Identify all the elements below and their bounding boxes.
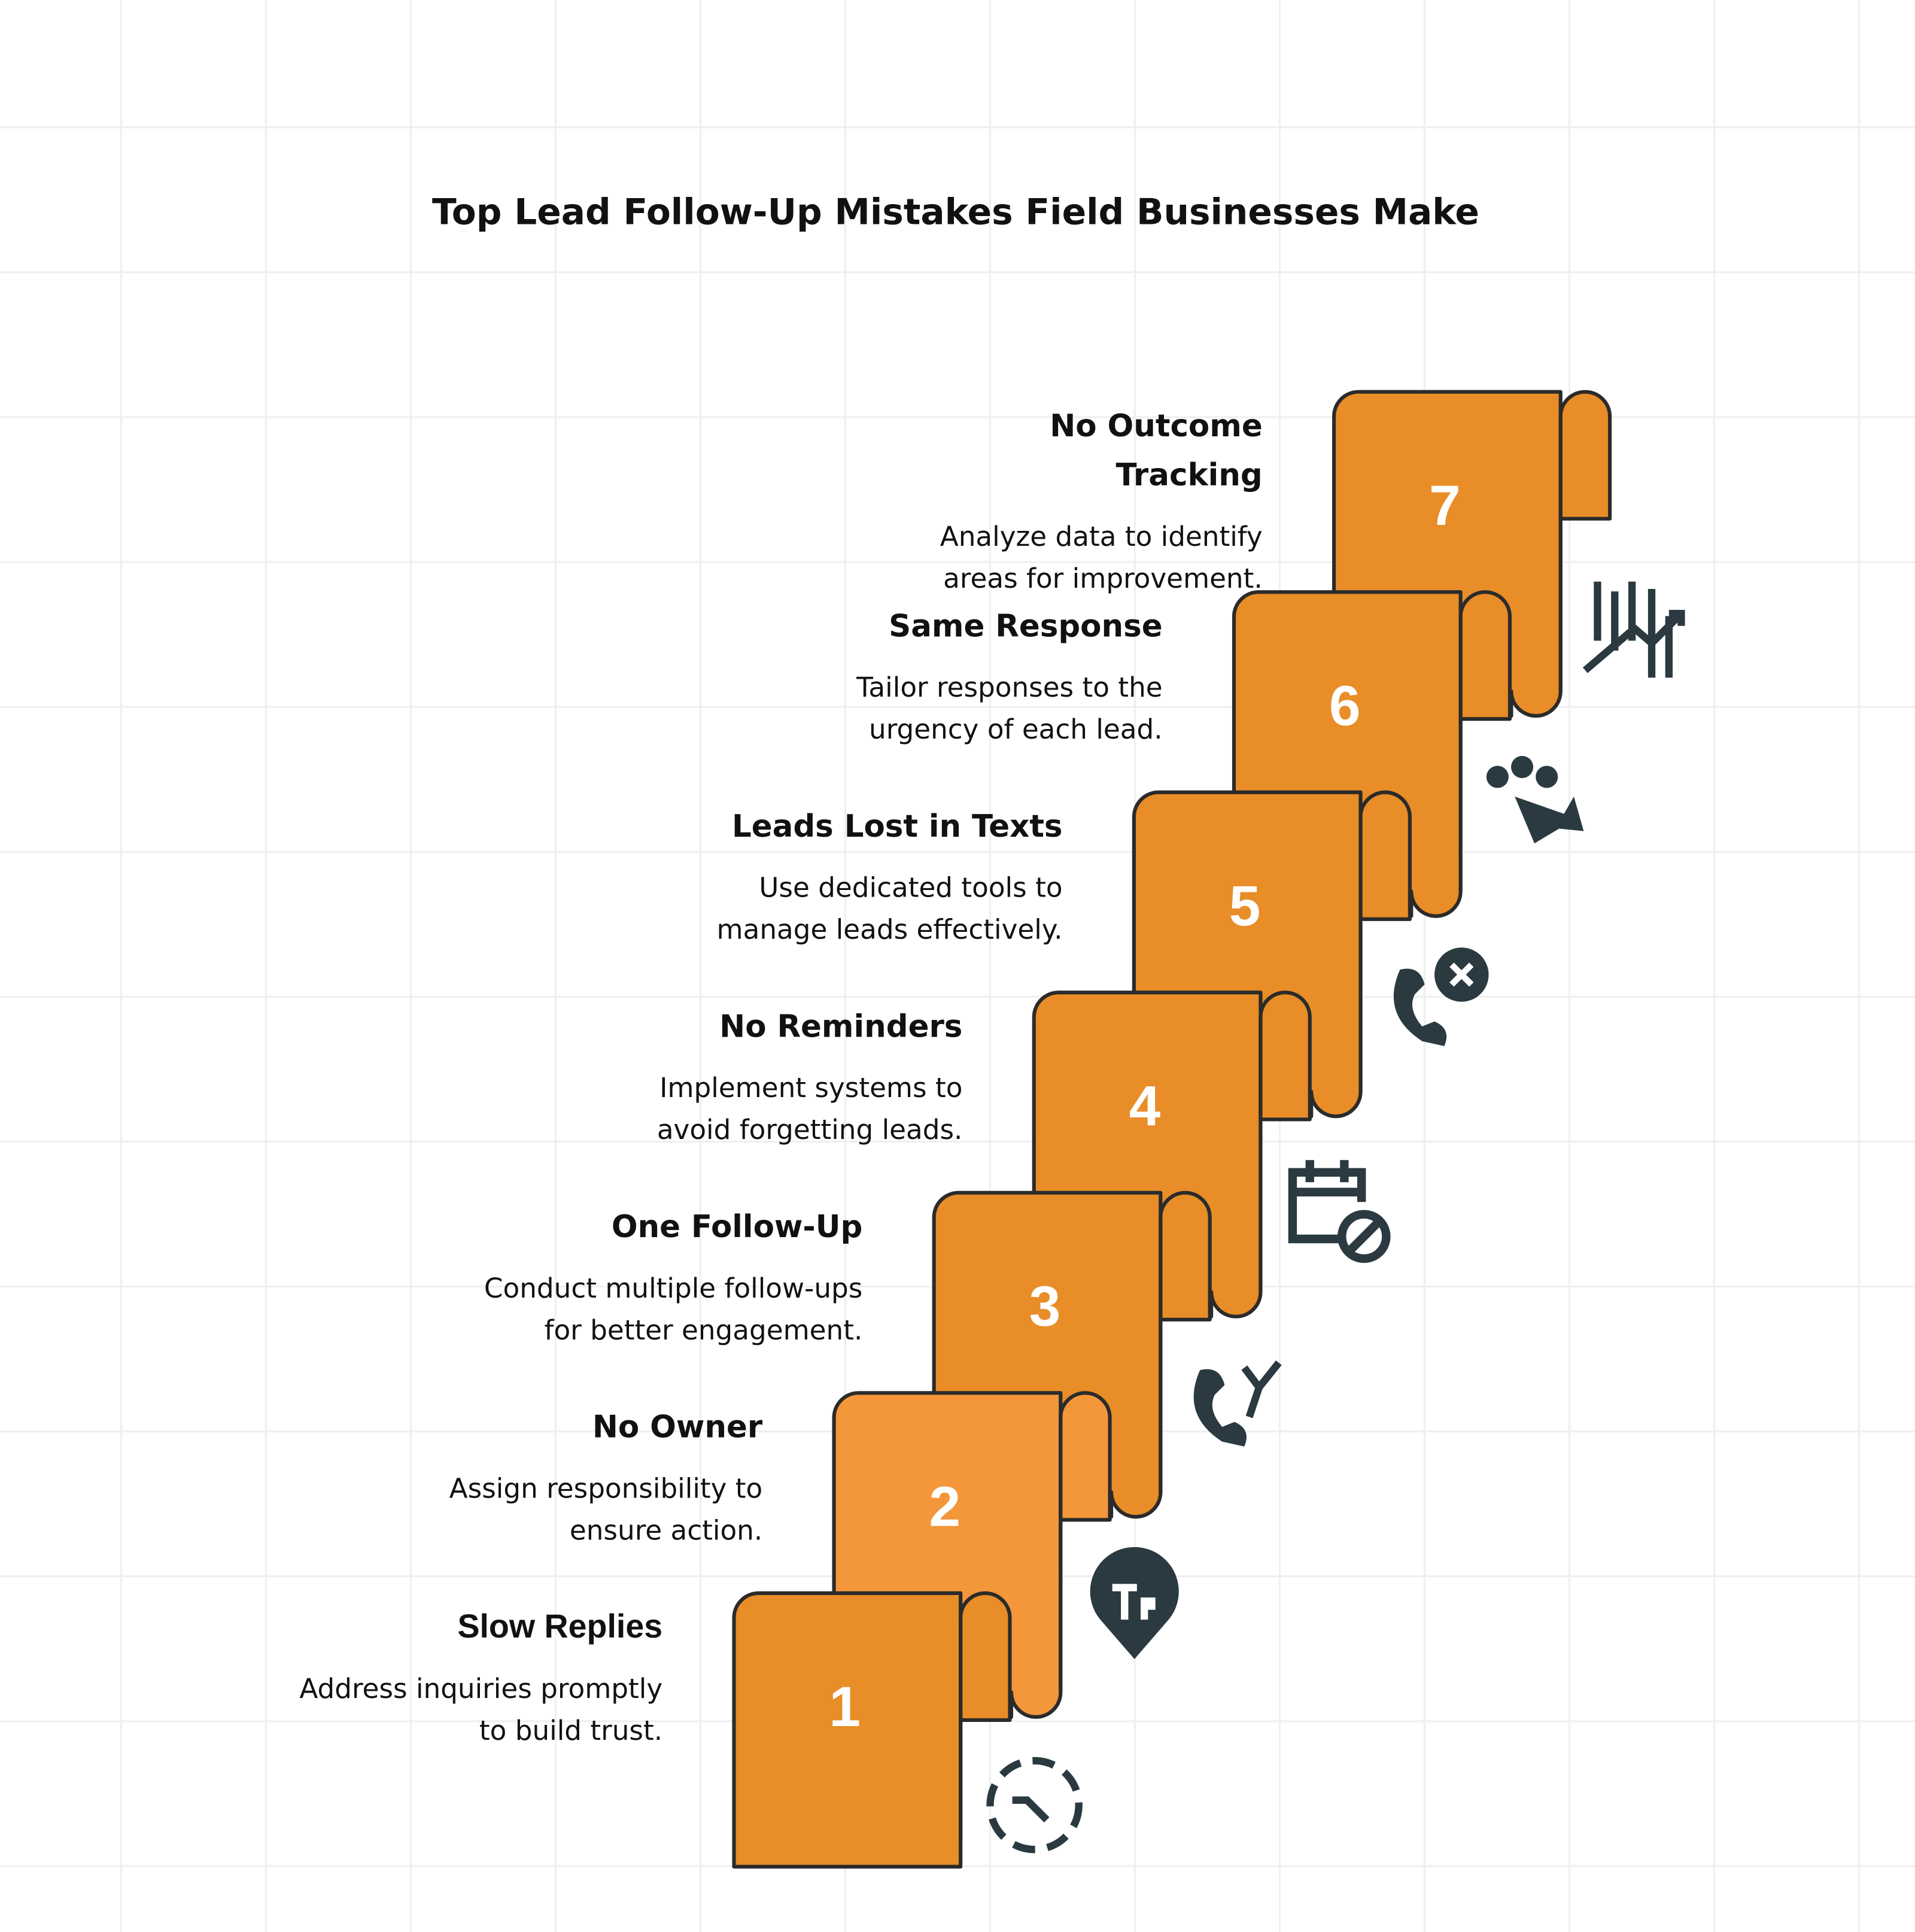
step-number: 1 — [829, 1675, 861, 1739]
step-description: Address inquiries promptly — [299, 1673, 662, 1705]
scroll-curl — [1558, 390, 1612, 521]
title: Top Lead Follow-Up Mistakes Field Busine… — [432, 192, 1479, 233]
step-description: for better engagement. — [545, 1314, 863, 1346]
icon-shape — [1112, 1584, 1156, 1620]
step-title: Same Response — [889, 608, 1162, 644]
step-description: Assign responsibility to — [449, 1472, 763, 1504]
icon-shape — [1511, 755, 1534, 779]
step-title: One Follow-Up — [612, 1209, 863, 1245]
step-title: No Reminders — [719, 1008, 962, 1044]
icon-shape — [1393, 968, 1447, 1046]
icon-shape — [1515, 796, 1584, 844]
icon-shape — [1582, 581, 1685, 678]
step-number: 4 — [1129, 1075, 1161, 1138]
step-description: Implement systems to — [659, 1072, 962, 1104]
icon-shape — [1090, 1547, 1179, 1660]
icon-shape — [1193, 1369, 1247, 1447]
step-description: to build trust. — [479, 1715, 662, 1746]
step-description: Conduct multiple follow-ups — [484, 1272, 862, 1304]
step-description: Analyze data to identify — [940, 521, 1263, 552]
step-description: Use dedicated tools to — [759, 872, 1062, 904]
icon-shape — [1486, 765, 1509, 788]
step: 1 — [732, 1591, 1012, 1869]
step-number: 5 — [1229, 874, 1261, 938]
step-title: Slow Replies — [457, 1608, 662, 1645]
step-icon — [1582, 581, 1685, 678]
scroll-curl — [959, 1591, 1012, 1722]
step-description: areas for improvement. — [943, 563, 1263, 594]
step-number: 2 — [929, 1475, 960, 1539]
scroll-curl — [1358, 790, 1412, 921]
step-description: ensure action. — [570, 1514, 762, 1546]
step-description: avoid forgetting leads. — [657, 1114, 963, 1146]
step-description: Tailor responses to the — [856, 672, 1162, 703]
step-title: No Owner — [592, 1409, 763, 1445]
step-title: Tracking — [1116, 457, 1263, 493]
icon-shape — [1346, 1219, 1382, 1254]
step-title: Leads Lost in Texts — [732, 809, 1063, 845]
step-icon — [1288, 1160, 1391, 1263]
icon-shape — [1012, 1796, 1050, 1823]
icon-shape — [1241, 1360, 1282, 1418]
steps: 7 No Outcome Tracking Analyze data to ident… — [299, 390, 1685, 1869]
icon-shape — [1449, 962, 1474, 987]
step-title: No Outcome — [1050, 408, 1262, 444]
step-icon — [1486, 755, 1584, 844]
step-description: urgency of each lead. — [869, 713, 1163, 745]
step-number: 6 — [1329, 675, 1361, 738]
icon-shape — [1536, 765, 1558, 788]
step-description: manage leads effectively. — [717, 914, 1063, 946]
step-number: 3 — [1029, 1275, 1061, 1338]
scroll-curl — [1458, 590, 1512, 721]
scroll-panel — [732, 1591, 963, 1869]
step-number: 7 — [1429, 474, 1461, 537]
icon-shape — [1338, 1210, 1391, 1263]
step-icon — [1393, 947, 1489, 1046]
scroll-curl — [1259, 991, 1312, 1122]
step-icon — [986, 1757, 1083, 1854]
step-icon — [1193, 1360, 1282, 1447]
icon-shape — [1288, 1160, 1366, 1244]
icon-shape — [986, 1757, 1083, 1854]
scroll-curl — [1059, 1391, 1112, 1522]
scroll-curl — [1159, 1190, 1212, 1322]
step-icon — [1090, 1547, 1179, 1660]
